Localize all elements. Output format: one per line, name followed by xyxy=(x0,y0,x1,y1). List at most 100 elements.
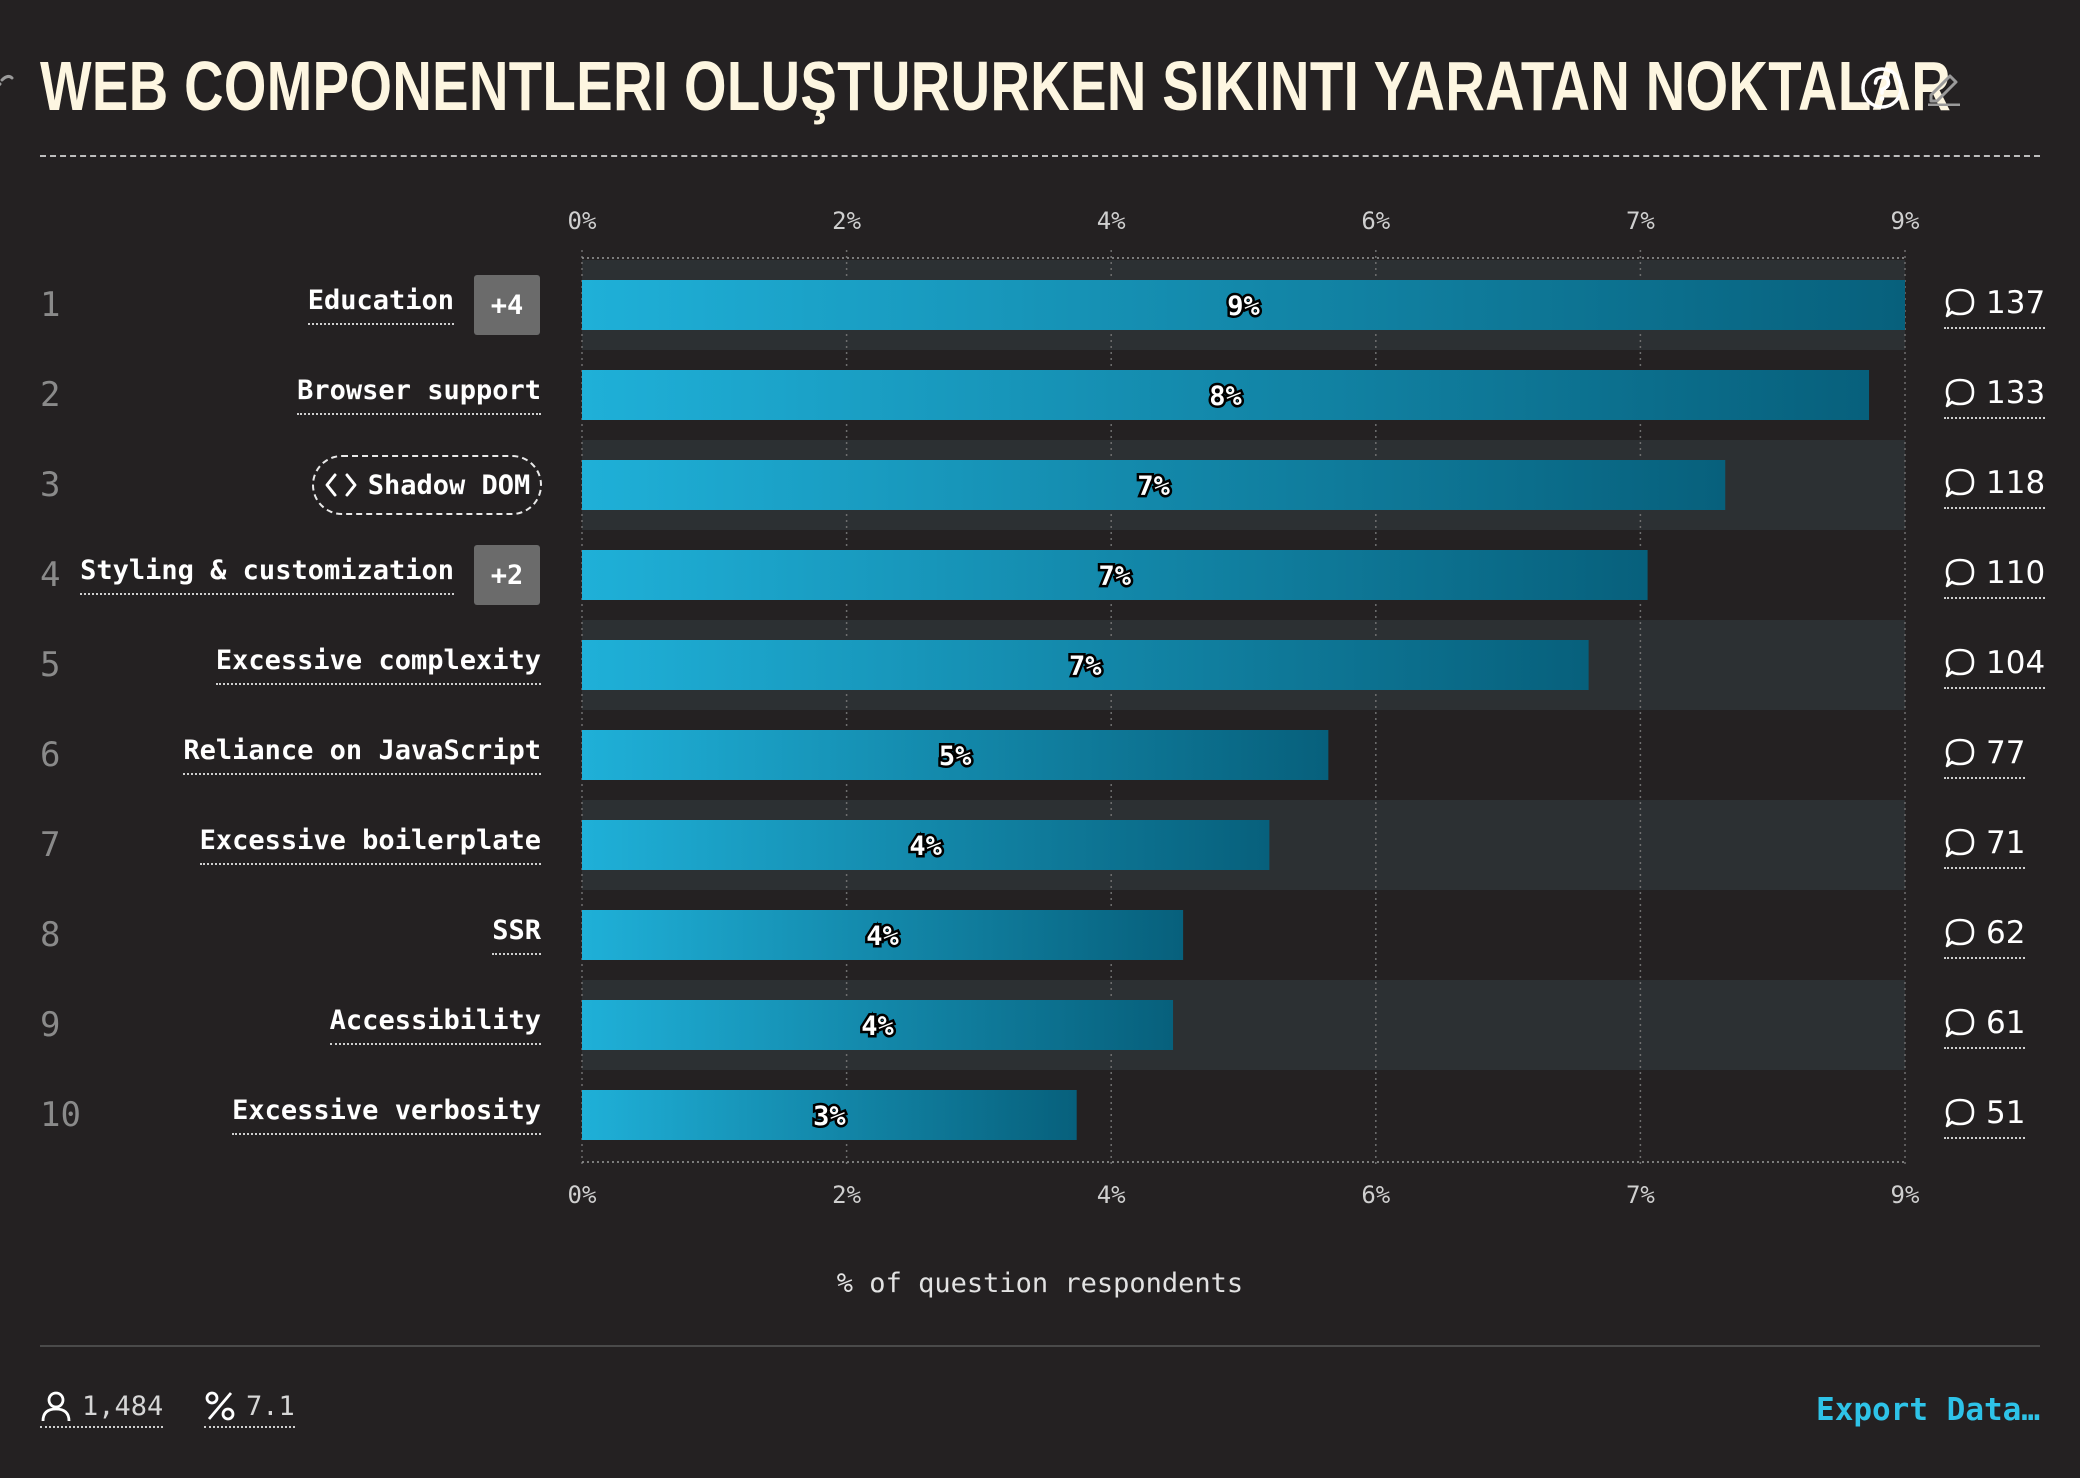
comment-icon xyxy=(1945,648,1975,678)
comment-count[interactable]: 51 xyxy=(1944,1091,2026,1139)
row-label[interactable]: Reliance on JavaScript xyxy=(183,731,541,775)
percent-icon xyxy=(205,1391,235,1421)
bar-value-label: 8% xyxy=(1209,381,1242,412)
row-label-wrap: SSR xyxy=(80,905,541,965)
bar[interactable] xyxy=(582,1000,1174,1050)
bar[interactable] xyxy=(582,730,1329,780)
bar[interactable] xyxy=(582,910,1184,960)
comment-count[interactable]: 104 xyxy=(1944,641,2046,689)
bar-value-label: 4% xyxy=(909,831,942,862)
x-tick-label-bottom: 7% xyxy=(1626,1181,1655,1209)
row-label[interactable]: Styling & customization xyxy=(80,551,454,595)
bar-chart: 9% 8% 7% 7% 7% 5% 4% 4% 4% 3% 0% 0% 2% 2% 4% 4% 6% 6% 7% 7… xyxy=(568,207,1920,1209)
row-label[interactable]: Accessibility xyxy=(329,1001,541,1045)
comment-count-value: 118 xyxy=(1986,465,2046,501)
row-rank: 4 xyxy=(40,555,61,595)
row-label-wrap: Excessive verbosity xyxy=(80,1085,541,1145)
comment-icon xyxy=(1945,1008,1975,1038)
row-label[interactable]: Excessive boilerplate xyxy=(199,821,541,865)
edit-icon[interactable] xyxy=(1926,68,1962,106)
row-rank: 9 xyxy=(40,1005,61,1045)
footer-divider xyxy=(40,1345,2040,1347)
row-badge[interactable]: +2 xyxy=(474,545,540,605)
comment-icon xyxy=(1945,288,1975,318)
row-label-wrap: Excessive boilerplate xyxy=(80,815,541,875)
title-divider xyxy=(40,155,2040,157)
comment-count[interactable]: 77 xyxy=(1944,731,2026,779)
comment-icon xyxy=(1945,468,1975,498)
comment-count-value: 62 xyxy=(1986,915,2026,951)
export-data-button[interactable]: Export Data… xyxy=(1816,1392,2040,1428)
x-tick-label-bottom: 6% xyxy=(1361,1181,1390,1209)
comment-count-value: 71 xyxy=(1986,825,2026,861)
respondents-count[interactable]: 1,484 xyxy=(40,1390,164,1428)
x-tick-label-top: 7% xyxy=(1626,207,1655,235)
row-label[interactable]: Excessive complexity xyxy=(215,641,541,685)
bar-value-label: 4% xyxy=(866,921,899,952)
x-tick-label-bottom: 2% xyxy=(832,1181,861,1209)
comment-icon xyxy=(1945,558,1975,588)
bar[interactable] xyxy=(582,820,1270,870)
comment-count[interactable]: 61 xyxy=(1944,1001,2026,1049)
row-label-wrap: Browser support xyxy=(80,365,541,425)
comment-count-value: 104 xyxy=(1986,645,2046,681)
comment-icon xyxy=(1945,738,1975,768)
bar[interactable] xyxy=(582,550,1648,600)
comment-count-value: 61 xyxy=(1986,1005,2026,1041)
help-icon[interactable] xyxy=(1860,66,1904,110)
comment-count-value: 137 xyxy=(1986,285,2046,321)
comment-icon xyxy=(1945,378,1975,408)
row-rank: 2 xyxy=(40,375,61,415)
x-axis-label: % of question respondents xyxy=(836,1268,1244,1299)
bar-value-label: 5% xyxy=(939,741,972,772)
row-badge[interactable]: +4 xyxy=(474,275,540,335)
comment-count[interactable]: 62 xyxy=(1944,911,2026,959)
row-label: Shadow DOM xyxy=(367,469,531,501)
x-tick-label-top: 0% xyxy=(568,207,597,235)
comment-count[interactable]: 118 xyxy=(1944,461,2046,509)
bar-value-label: 7% xyxy=(1137,471,1170,502)
row-label-wrap: Accessibility xyxy=(80,995,541,1055)
comment-count[interactable]: 71 xyxy=(1944,821,2026,869)
respondents-value: 1,484 xyxy=(82,1390,164,1422)
x-tick-label-top: 2% xyxy=(832,207,861,235)
bar-value-label: 9% xyxy=(1227,291,1260,322)
x-tick-label-top: 9% xyxy=(1891,207,1920,235)
bar[interactable] xyxy=(582,460,1726,510)
row-label[interactable]: Education xyxy=(307,281,454,325)
user-icon xyxy=(41,1391,71,1422)
x-tick-label-top: 6% xyxy=(1361,207,1390,235)
bar[interactable] xyxy=(582,280,1905,330)
bar[interactable] xyxy=(582,370,1870,420)
bar-value-label: 3% xyxy=(813,1101,846,1132)
comment-count[interactable]: 110 xyxy=(1944,551,2046,599)
row-rank: 1 xyxy=(40,285,61,325)
row-label[interactable]: Excessive verbosity xyxy=(232,1091,541,1135)
comment-icon xyxy=(1945,918,1975,948)
row-rank: 5 xyxy=(40,645,61,685)
row-label[interactable]: SSR xyxy=(492,911,541,955)
comment-icon xyxy=(1945,1098,1975,1128)
row-label[interactable]: Browser support xyxy=(297,371,541,415)
comment-count-value: 77 xyxy=(1986,735,2026,771)
row-label-wrap: Education xyxy=(80,275,541,335)
chart-title: WEB COMPONENTLERI OLUŞTURURKEN SIKINTI Y… xyxy=(40,47,1952,125)
bar-value-label: 4% xyxy=(861,1011,894,1042)
x-tick-label-bottom: 0% xyxy=(568,1181,597,1209)
row-label-wrap: Excessive complexity xyxy=(80,635,541,695)
link-icon[interactable] xyxy=(0,70,20,104)
x-tick-label-bottom: 4% xyxy=(1097,1181,1126,1209)
comment-count[interactable]: 137 xyxy=(1944,281,2046,329)
row-rank: 7 xyxy=(40,825,61,865)
bar-value-label: 7% xyxy=(1099,561,1132,592)
comment-count[interactable]: 133 xyxy=(1944,371,2046,419)
percentage-value: 7.1 xyxy=(246,1390,295,1422)
row-label-wrap: Styling & customization xyxy=(80,545,541,605)
comment-count-value: 110 xyxy=(1986,555,2046,591)
bar[interactable] xyxy=(582,640,1589,690)
bar[interactable] xyxy=(582,1090,1077,1140)
row-rank: 10 xyxy=(40,1095,81,1135)
row-label-pill[interactable]: Shadow DOM xyxy=(312,455,542,515)
percentage-stat[interactable]: 7.1 xyxy=(204,1390,295,1428)
